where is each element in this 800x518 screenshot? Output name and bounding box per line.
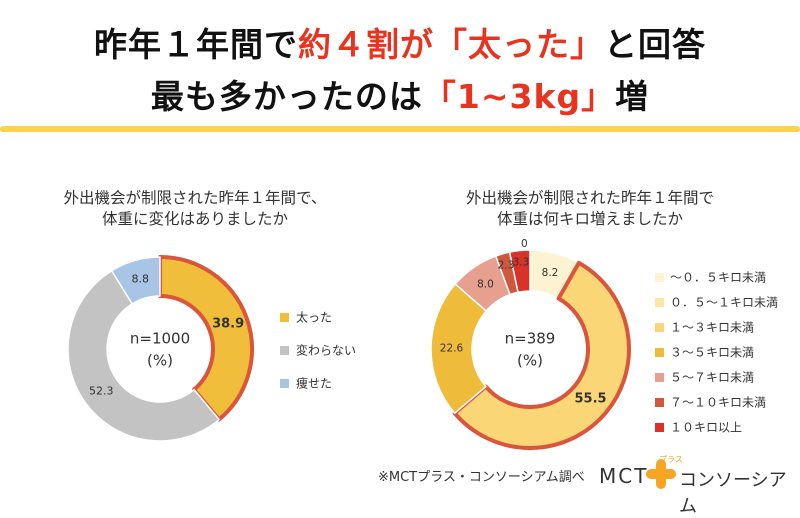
headline-line-1: 昨年１年間で約４割が「太った」と回答 xyxy=(0,18,800,66)
right-slice-6 xyxy=(508,249,531,293)
right-value-label-0: 8.2 xyxy=(542,267,559,279)
right-chart-title: 外出機会が制限された昨年１年間で 体重は何キロ増えましたか xyxy=(465,189,714,228)
left-slice-1 xyxy=(67,269,220,442)
right-center-unit: (%) xyxy=(517,352,543,370)
left-slice-2 xyxy=(110,256,161,305)
right-legend-label-3: ３～５キロ未満 xyxy=(670,346,754,360)
charts-canvas: 38.9 太った 52.3 変わらない 8.8 痩せた n=1000 (%) 8.2 ～０．５キロ… xyxy=(67,238,778,450)
left-legend-label-1: 変わらない xyxy=(296,343,356,358)
right-center-n: n=389 xyxy=(505,330,556,348)
left-center-n: n=1000 xyxy=(130,330,190,348)
right-value-label-2: 55.5 xyxy=(574,391,606,406)
yellow-divider xyxy=(0,126,800,132)
left-value-label-0: 38.9 xyxy=(212,317,244,332)
left-center-unit: (%) xyxy=(147,352,173,370)
headline-2-part-c: 増 xyxy=(615,77,650,116)
mct-logo: MCT プラス コンソーシアム xyxy=(583,452,793,517)
right-value-label-4: 8.0 xyxy=(477,278,494,290)
right-legend-swatch-1 xyxy=(655,298,664,307)
source-note: ※MCTプラス・コンソーシアム調べ xyxy=(378,470,585,485)
right-legend-swatch-4 xyxy=(655,373,664,382)
right-legend-label-6: １０キロ以上 xyxy=(670,421,742,435)
logo-mct-text: MCT xyxy=(599,464,649,488)
right-legend-label-4: ５～７キロ未満 xyxy=(670,371,754,385)
right-legend-label-0: ～０．５キロ未満 xyxy=(670,271,766,285)
right-legend-swatch-2 xyxy=(655,323,664,332)
right-legend-swatch-0 xyxy=(655,273,664,282)
headline-1-part-a: 昨年１年間で xyxy=(94,25,298,64)
right-value-label-1: 0 xyxy=(521,238,528,250)
right-legend-swatch-6 xyxy=(655,423,664,432)
right-legend-label-2: １～３キロ未満 xyxy=(670,321,754,335)
left-legend-swatch-1 xyxy=(280,346,289,355)
headline-2-part-a: 最も多かったのは xyxy=(150,77,423,116)
right-value-label-3: 22.6 xyxy=(440,343,464,355)
headline-1-part-c: と回答 xyxy=(604,25,706,64)
right-legend-label-1: ０．５～１キロ未満 xyxy=(670,296,778,310)
logo-small-text: プラス xyxy=(659,455,683,464)
left-value-label-1: 52.3 xyxy=(89,384,114,397)
right-slice-2 xyxy=(452,260,631,450)
plus-icon xyxy=(646,459,676,489)
left-legend-swatch-0 xyxy=(280,313,289,322)
left-legend-swatch-2 xyxy=(280,379,289,388)
left-legend-label-2: 痩せた xyxy=(296,376,332,391)
right-legend-swatch-3 xyxy=(655,348,664,357)
left-value-label-2: 8.8 xyxy=(131,272,149,285)
left-slice-0 xyxy=(158,255,254,422)
right-legend-swatch-5 xyxy=(655,398,664,407)
left-chart-title: 外出機会が制限された昨年１年間で、 体重に変化はありましたか xyxy=(63,189,327,228)
right-value-label-6: 3.3 xyxy=(513,256,530,268)
left-legend-label-0: 太った xyxy=(296,310,332,325)
right-value-label-5: 2.3 xyxy=(498,259,515,271)
right-legend-label-5: ７～１０キロ未満 xyxy=(670,396,766,410)
headline-line-2: 最も多かったのは「1~3kg」増 xyxy=(0,70,800,118)
headline-1-part-b: 約４割が「太った」 xyxy=(298,25,604,64)
headline-2-part-b: 「1~3kg」 xyxy=(422,77,616,116)
logo-name-text: コンソーシアム xyxy=(679,470,787,517)
